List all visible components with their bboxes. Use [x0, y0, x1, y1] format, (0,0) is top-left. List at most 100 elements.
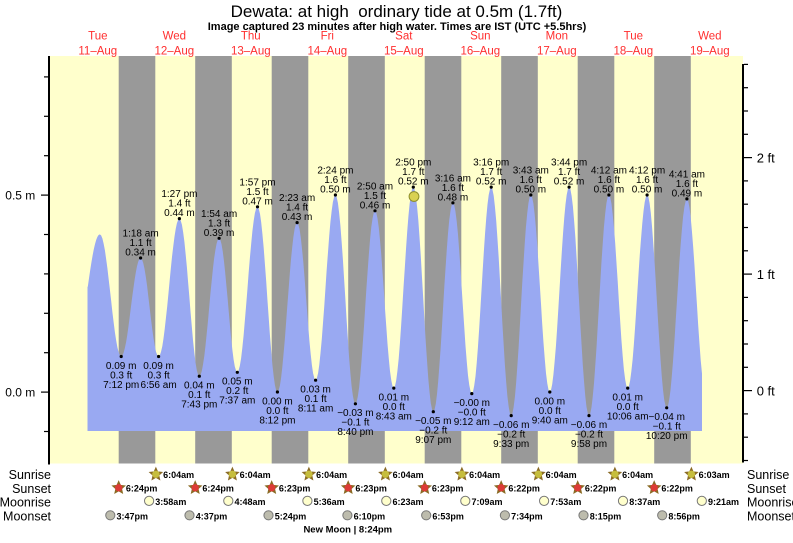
svg-text:6:56 am: 6:56 am — [141, 380, 177, 391]
svg-text:8:43 am: 8:43 am — [376, 411, 412, 422]
svg-text:0.00 m: 0.00 m — [262, 396, 293, 407]
svg-text:6:53pm: 6:53pm — [432, 511, 464, 521]
svg-text:0.2 ft: 0.2 ft — [226, 386, 248, 397]
svg-text:0.50 m: 0.50 m — [320, 185, 351, 196]
svg-text:1:54 am: 1:54 am — [201, 209, 237, 220]
svg-text:0.39 m: 0.39 m — [204, 228, 235, 239]
svg-text:16–Aug: 16–Aug — [460, 45, 500, 57]
svg-text:New Moon | 8:24pm: New Moon | 8:24pm — [303, 525, 392, 536]
svg-text:−0.2 ft: −0.2 ft — [419, 426, 447, 437]
svg-text:Sunrise: Sunrise — [747, 468, 789, 482]
svg-text:5:36am: 5:36am — [314, 497, 345, 507]
svg-text:0.44 m: 0.44 m — [164, 208, 195, 219]
svg-text:6:22pm: 6:22pm — [585, 483, 617, 493]
svg-text:Moonset: Moonset — [747, 509, 793, 523]
svg-text:1.4 ft: 1.4 ft — [168, 199, 190, 210]
svg-text:2 ft: 2 ft — [757, 150, 775, 165]
svg-text:0 ft: 0 ft — [757, 383, 775, 398]
svg-text:0.04 m: 0.04 m — [184, 381, 215, 392]
svg-text:0.0 ft: 0.0 ft — [617, 402, 639, 413]
svg-text:0.1 ft: 0.1 ft — [304, 394, 326, 405]
svg-text:0.52 m: 0.52 m — [554, 177, 585, 188]
svg-text:0.09 m: 0.09 m — [106, 361, 137, 372]
svg-text:3:44 pm: 3:44 pm — [551, 158, 587, 169]
svg-text:1:27 pm: 1:27 pm — [161, 189, 197, 200]
svg-text:0.3 ft: 0.3 ft — [110, 370, 132, 381]
svg-text:6:23pm: 6:23pm — [279, 483, 311, 493]
svg-text:13–Aug: 13–Aug — [231, 45, 271, 57]
svg-text:10:06 am: 10:06 am — [607, 411, 649, 422]
svg-text:1.6 ft: 1.6 ft — [520, 175, 542, 186]
svg-text:Wed: Wed — [698, 31, 721, 43]
svg-text:9:07 pm: 9:07 pm — [415, 435, 451, 446]
svg-text:14–Aug: 14–Aug — [307, 45, 347, 57]
svg-text:Mon: Mon — [546, 31, 568, 43]
svg-text:0.34 m: 0.34 m — [125, 248, 156, 259]
svg-text:9:40 am: 9:40 am — [532, 415, 568, 426]
svg-text:3:16 pm: 3:16 pm — [473, 158, 509, 169]
svg-text:1.6 ft: 1.6 ft — [324, 175, 346, 186]
svg-text:7:12 pm: 7:12 pm — [103, 380, 139, 391]
svg-text:0.50 m: 0.50 m — [516, 185, 547, 196]
svg-text:11–Aug: 11–Aug — [78, 45, 117, 57]
svg-text:0.00 m: 0.00 m — [535, 396, 566, 407]
svg-text:−0.1 ft: −0.1 ft — [653, 422, 681, 433]
svg-text:0.0 ft: 0.0 ft — [383, 402, 405, 413]
svg-text:8:56pm: 8:56pm — [668, 511, 700, 521]
svg-text:−0.06 m: −0.06 m — [571, 420, 607, 431]
svg-text:6:22pm: 6:22pm — [508, 483, 540, 493]
svg-text:0.46 m: 0.46 m — [360, 200, 391, 211]
svg-text:Moonset: Moonset — [3, 509, 51, 523]
svg-text:0.09 m: 0.09 m — [143, 361, 174, 372]
svg-text:6:04am: 6:04am — [546, 470, 577, 480]
svg-text:2:50 pm: 2:50 pm — [395, 158, 431, 169]
svg-text:1:18 am: 1:18 am — [123, 229, 159, 240]
svg-text:−0.2 ft: −0.2 ft — [575, 429, 603, 440]
svg-text:4:41 am: 4:41 am — [669, 170, 705, 181]
svg-text:15–Aug: 15–Aug — [384, 45, 424, 57]
svg-text:Tue: Tue — [88, 31, 107, 43]
svg-text:6:04am: 6:04am — [240, 470, 271, 480]
svg-text:12–Aug: 12–Aug — [154, 45, 194, 57]
svg-text:0.47 m: 0.47 m — [242, 196, 273, 207]
svg-text:Sunset: Sunset — [747, 482, 786, 496]
svg-text:1.7 ft: 1.7 ft — [558, 167, 580, 178]
svg-text:1.5 ft: 1.5 ft — [364, 191, 386, 202]
svg-text:0.3 ft: 0.3 ft — [147, 370, 169, 381]
svg-text:1.3 ft: 1.3 ft — [208, 218, 230, 229]
svg-text:0.0 m: 0.0 m — [5, 386, 35, 400]
svg-text:−0.06 m: −0.06 m — [493, 420, 529, 431]
svg-text:17–Aug: 17–Aug — [537, 45, 577, 57]
svg-text:1.7 ft: 1.7 ft — [480, 167, 502, 178]
svg-text:6:22pm: 6:22pm — [661, 483, 693, 493]
svg-text:6:03am: 6:03am — [699, 470, 730, 480]
svg-text:1.6 ft: 1.6 ft — [636, 175, 658, 186]
svg-text:−0.1 ft: −0.1 ft — [341, 418, 369, 429]
svg-text:9:21am: 9:21am — [708, 497, 739, 507]
svg-text:7:09am: 7:09am — [472, 497, 503, 507]
svg-text:0.49 m: 0.49 m — [672, 189, 703, 200]
svg-text:Fri: Fri — [321, 31, 334, 43]
svg-text:10:20 pm: 10:20 pm — [646, 431, 688, 442]
svg-text:1.7 ft: 1.7 ft — [402, 167, 424, 178]
svg-text:0.01 m: 0.01 m — [612, 392, 643, 403]
svg-text:4:37pm: 4:37pm — [196, 511, 228, 521]
svg-text:7:53am: 7:53am — [550, 497, 581, 507]
svg-text:8:12 pm: 8:12 pm — [259, 415, 295, 426]
svg-text:6:04am: 6:04am — [469, 470, 500, 480]
svg-text:2:24 pm: 2:24 pm — [317, 166, 353, 177]
svg-text:7:43 pm: 7:43 pm — [181, 400, 217, 411]
svg-text:Sun: Sun — [470, 31, 490, 43]
svg-text:0.43 m: 0.43 m — [282, 212, 313, 223]
svg-text:Sat: Sat — [395, 31, 413, 43]
svg-text:6:23am: 6:23am — [393, 497, 424, 507]
svg-text:1.4 ft: 1.4 ft — [286, 203, 308, 214]
svg-text:1.6 ft: 1.6 ft — [598, 175, 620, 186]
svg-text:Image captured 23 minutes afte: Image captured 23 minutes after high wat… — [208, 21, 587, 33]
svg-text:1.1 ft: 1.1 ft — [129, 238, 151, 249]
svg-text:3:58am: 3:58am — [155, 497, 186, 507]
svg-text:0.0 ft: 0.0 ft — [539, 406, 561, 417]
svg-text:0.50 m: 0.50 m — [594, 185, 625, 196]
svg-text:Tue: Tue — [624, 31, 643, 43]
svg-text:7:34pm: 7:34pm — [511, 511, 543, 521]
